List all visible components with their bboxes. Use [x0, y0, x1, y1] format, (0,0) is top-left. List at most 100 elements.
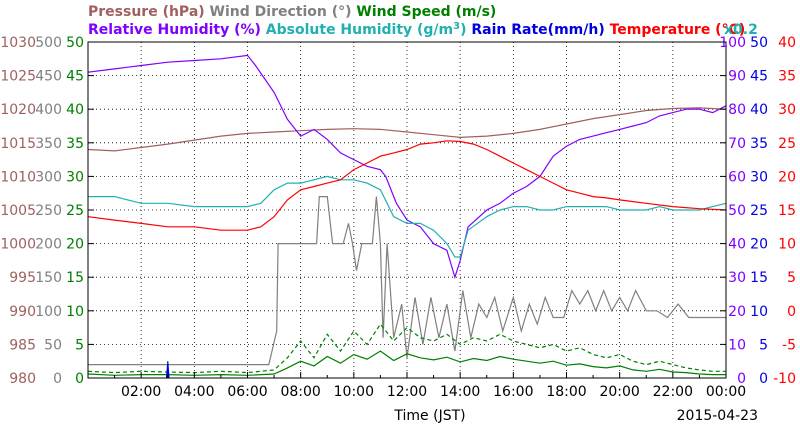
- left-tick-pressure: 1015: [0, 136, 36, 152]
- title-text: Pressure (hPa) Wind Direction (°) Wind S…: [88, 4, 496, 20]
- right-tick-relative_humidity: 0: [737, 371, 746, 387]
- right-tick-temperature: 35: [778, 69, 796, 85]
- grid: [88, 42, 726, 378]
- x-tick-label: 20:00: [599, 384, 639, 400]
- right-tick-rain_rate: 0: [759, 371, 768, 387]
- left-tick-wind_direction: 200: [35, 237, 62, 253]
- left-tick-pressure: 1005: [0, 203, 36, 219]
- series-relative-humidity: [87, 54, 727, 280]
- x-tick-label: 06:00: [227, 384, 267, 400]
- chart-title-line-1: Pressure (hPa) Wind Direction (°) Wind S…: [88, 4, 496, 20]
- left-axes: 9809859909951000100510101015102010251030…: [0, 35, 94, 387]
- right-tick-temperature: 5: [787, 270, 796, 286]
- left-tick-wind_speed: 0: [75, 371, 84, 387]
- title-2: Wind Speed (m/s): [356, 4, 496, 20]
- right-tick-rain_rate: 10: [750, 304, 768, 320]
- x-tick-label: 18:00: [546, 384, 586, 400]
- left-tick-wind_speed: 5: [75, 337, 84, 353]
- left-tick-wind_speed: 10: [66, 304, 84, 320]
- right-tick-relative_humidity: 50: [728, 203, 746, 219]
- x-tick-label: 02:00: [121, 384, 161, 400]
- title-2: Rain Rate(mm/h): [471, 22, 604, 38]
- left-tick-wind_direction: 350: [35, 136, 62, 152]
- right-tick-relative_humidity: 20: [728, 304, 746, 320]
- left-tick-wind_speed: 45: [66, 69, 84, 85]
- x-axis-label: Time (JST): [393, 408, 465, 424]
- left-tick-wind_direction: 0: [53, 371, 62, 387]
- title-1: Absolute Humidity (g/m: [266, 22, 453, 38]
- left-tick-pressure: 1025: [0, 69, 36, 85]
- right-tick-relative_humidity: 70: [728, 136, 746, 152]
- right-tick-rain_rate: 25: [750, 203, 768, 219]
- left-tick-wind_speed: 40: [66, 102, 84, 118]
- title-sup: 3: [453, 21, 460, 32]
- right-tick-rain_rate: 15: [750, 270, 768, 286]
- left-tick-wind_speed: 25: [66, 203, 84, 219]
- right-tick-temperature: -5: [782, 337, 796, 353]
- series-pressure-hpa: [87, 107, 727, 152]
- title-1: Wind Direction (°): [210, 4, 352, 20]
- right-tick-rain_rate: 5: [759, 337, 768, 353]
- x-tick-label: 16:00: [493, 384, 533, 400]
- x-tick-label: 00:00: [706, 384, 746, 400]
- right-tick-relative_humidity: 40: [728, 237, 746, 253]
- left-tick-pressure: 990: [9, 304, 36, 320]
- left-tick-pressure: 1030: [0, 35, 36, 51]
- left-tick-wind_direction: 50: [44, 337, 62, 353]
- right-tick-rain_rate: 30: [750, 169, 768, 185]
- left-tick-wind_speed: 50: [66, 35, 84, 51]
- right-tick-rain_rate: 40: [750, 102, 768, 118]
- right-tick-temperature: 20: [778, 169, 796, 185]
- right-tick-rain_rate: 35: [750, 136, 768, 152]
- left-tick-wind_direction: 450: [35, 69, 62, 85]
- series-absolute-humidity-g-m3-x0-2: [88, 175, 727, 258]
- left-tick-pressure: 1020: [0, 102, 36, 118]
- abs-humidity-multiplier: x0.2: [724, 22, 758, 38]
- left-tick-wind_direction: 400: [35, 102, 62, 118]
- left-tick-wind_direction: 250: [35, 203, 62, 219]
- title-tail: ): [460, 22, 466, 38]
- x-tick-label: 04:00: [174, 384, 214, 400]
- x-axis: 02:00 04:00 06:00 08:00 10:00 12:00 14:00 16:00…: [114, 372, 746, 400]
- right-tick-temperature: 15: [778, 203, 796, 219]
- left-tick-wind_speed: 15: [66, 270, 84, 286]
- series-wind-speed-max-m-s: [87, 323, 726, 374]
- right-tick-temperature: 25: [778, 136, 796, 152]
- right-tick-temperature: 10: [778, 237, 796, 253]
- right-axes: 0102030405060708090100051015202530354045…: [719, 35, 796, 387]
- x-tick-label: 08:00: [280, 384, 320, 400]
- right-tick-relative_humidity: 30: [728, 270, 746, 286]
- left-tick-wind_direction: 500: [35, 35, 62, 51]
- series-temperature-c: [87, 140, 727, 231]
- x-tick-label: 10:00: [334, 384, 374, 400]
- left-tick-wind_speed: 30: [66, 169, 84, 185]
- left-tick-wind_speed: 20: [66, 237, 84, 253]
- x-tick-label: 12:00: [387, 384, 427, 400]
- left-tick-wind_speed: 35: [66, 136, 84, 152]
- left-tick-wind_direction: 300: [35, 169, 62, 185]
- left-tick-pressure: 1000: [0, 237, 36, 253]
- right-tick-relative_humidity: 80: [728, 102, 746, 118]
- right-tick-relative_humidity: 100: [719, 35, 746, 51]
- left-tick-pressure: 980: [9, 371, 36, 387]
- left-tick-wind_direction: 150: [35, 270, 62, 286]
- title-0: Pressure (hPa): [88, 4, 205, 20]
- left-tick-pressure: 985: [9, 337, 36, 353]
- x-tick-label: 14:00: [440, 384, 480, 400]
- right-tick-temperature: 0: [787, 304, 796, 320]
- right-tick-relative_humidity: 60: [728, 169, 746, 185]
- chart-title-line-2: Relative Humidity (%) Absolute Humidity …: [88, 21, 745, 38]
- series-wind-direction: [88, 196, 726, 366]
- right-tick-temperature: -10: [773, 371, 796, 387]
- right-tick-rain_rate: 45: [750, 69, 768, 85]
- date-label: 2015-04-23: [677, 408, 758, 424]
- right-tick-relative_humidity: 10: [728, 337, 746, 353]
- left-tick-wind_direction: 100: [35, 304, 62, 320]
- right-tick-temperature: 30: [778, 102, 796, 118]
- title-3: Temperature (°C): [610, 22, 746, 38]
- x-tick-label: 22:00: [653, 384, 693, 400]
- series-wind-speed-m-s: [87, 350, 726, 376]
- left-tick-pressure: 1010: [0, 169, 36, 185]
- title-0: Relative Humidity (%): [88, 22, 261, 38]
